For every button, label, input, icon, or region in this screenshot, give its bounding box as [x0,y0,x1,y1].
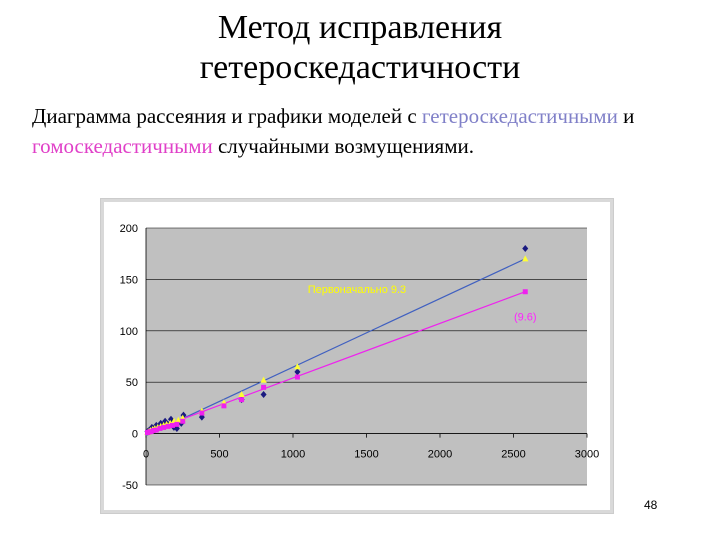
data-point-square [221,403,227,409]
title-line-1: Метод исправления [217,9,503,46]
data-point-square [153,427,159,433]
x-tick-label: 2000 [428,449,452,461]
chart-frame: -50 0 50 100 150 200 0 500 1000 1500 2000 2500 3000 П… [100,198,614,514]
x-tick-label: 2500 [501,449,525,461]
chart-annotation: (9.6) [514,312,537,324]
slide-subtitle: Диаграмма рассеяния и графики моделей с … [32,101,692,161]
data-point-triangle [522,255,529,262]
data-point-diamond [198,413,205,421]
slide-title: Метод исправления гетероскедастичности [0,8,720,88]
data-point-triangle [175,416,182,423]
data-point-diamond [522,245,529,253]
data-point-diamond [180,411,187,419]
x-tick-label: 3000 [575,449,599,461]
page-number: 48 [644,498,658,512]
title-line-2: гетероскедастичности [199,49,521,86]
plot-area [146,228,587,485]
data-point-square [294,374,300,380]
data-point-diamond [294,368,301,376]
data-point-square [180,418,186,424]
data-point-square [150,428,156,434]
subtitle-hetero: гетероскедастичными [421,104,618,128]
model-line-2 [145,291,526,434]
data-point-square [165,423,171,429]
data-point-triangle [238,391,245,398]
y-tick-label: 50 [126,377,138,389]
subtitle-text-2: случайными возмущениями. [212,134,474,158]
y-tick-label: 0 [132,429,138,441]
data-point-diamond [260,391,267,399]
x-tick-label: 1500 [354,449,378,461]
subtitle-and: и [617,104,635,128]
data-point-diamond [167,415,174,423]
chart-annotation: Первоначально 9.3 [308,284,406,296]
x-tick-label: 1000 [281,449,305,461]
subtitle-text-1: Диаграмма рассеяния и графики моделей с [32,104,422,128]
x-tick-label: 500 [210,449,228,461]
data-point-square [157,425,163,431]
data-point-square [522,289,528,295]
data-point-triangle [260,376,267,383]
y-tick-label: 200 [120,223,138,235]
data-point-square [261,384,267,390]
y-tick-label: 150 [120,274,138,286]
data-point-square [199,410,205,416]
data-point-triangle [294,363,301,370]
y-tick-label: 100 [120,326,138,338]
model-line-1 [145,258,526,437]
x-tick-label: 0 [143,449,149,461]
data-point-square [239,397,245,403]
subtitle-homo: гомоскедастичными [32,134,213,158]
data-point-square [174,421,180,427]
data-point-square [161,424,167,430]
data-point-square [169,422,175,428]
y-tick-label: -50 [122,480,138,492]
